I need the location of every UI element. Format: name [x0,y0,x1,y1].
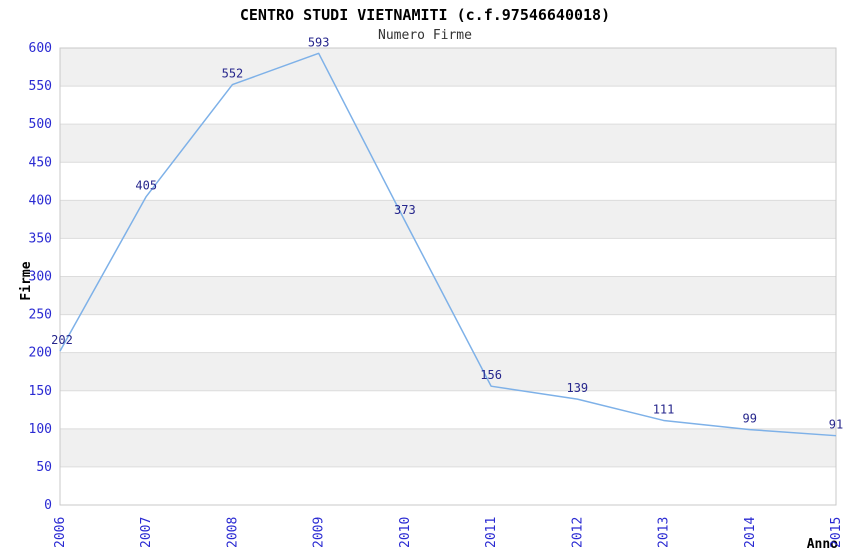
grid-band [60,352,836,391]
y-tick-label: 450 [29,155,52,170]
data-label: 111 [653,402,675,416]
y-tick-label: 350 [29,231,52,246]
y-tick-label: 50 [36,460,52,475]
y-tick-label: 600 [29,41,52,56]
chart-title: CENTRO STUDI VIETNAMITI (c.f.97546640018… [240,6,610,24]
y-tick-label: 300 [29,270,52,285]
chart-subtitle: Numero Firme [378,28,472,43]
grid-band [60,48,836,87]
data-label: 156 [480,368,502,382]
y-tick-label: 150 [29,384,52,399]
data-label: 405 [135,179,157,193]
y-tick-label: 100 [29,422,52,437]
data-label: 593 [308,35,330,49]
x-tick-label: 2010 [398,517,413,548]
y-tick-label: 400 [29,193,52,208]
data-label: 99 [743,412,757,426]
y-tick-label: 0 [44,498,52,513]
grid-band [60,428,836,467]
x-tick-label: 2009 [312,517,327,548]
x-tick-label: 2007 [139,517,154,548]
x-tick-label: 2012 [570,517,585,548]
grid-band [60,124,836,163]
x-tick-label: 2013 [657,517,672,548]
x-axis-title: Anno [807,537,838,550]
grid-band [60,276,836,315]
y-tick-label: 500 [29,117,52,132]
y-tick-label: 550 [29,79,52,94]
data-label: 139 [566,381,588,395]
y-tick-label: 200 [29,346,52,361]
x-tick-label: 2006 [53,517,68,548]
y-axis-title: Firme [19,261,34,300]
x-tick-label: 2011 [484,517,499,548]
grid-band [60,200,836,239]
data-label: 202 [51,333,73,347]
x-tick-label: 2014 [743,517,758,548]
data-label: 373 [394,203,416,217]
data-line-numero-firme [59,52,837,437]
plot-area: 202 405 552 593 373 156 139 111 99 91 0 50 100 150 200… [29,35,844,548]
plot-border [59,47,837,506]
data-label: 552 [222,67,244,81]
data-label: 91 [829,418,843,432]
x-tick-label: 2008 [225,517,240,548]
x-tick-label: 2015 [829,517,844,548]
y-tick-label: 250 [29,308,52,323]
